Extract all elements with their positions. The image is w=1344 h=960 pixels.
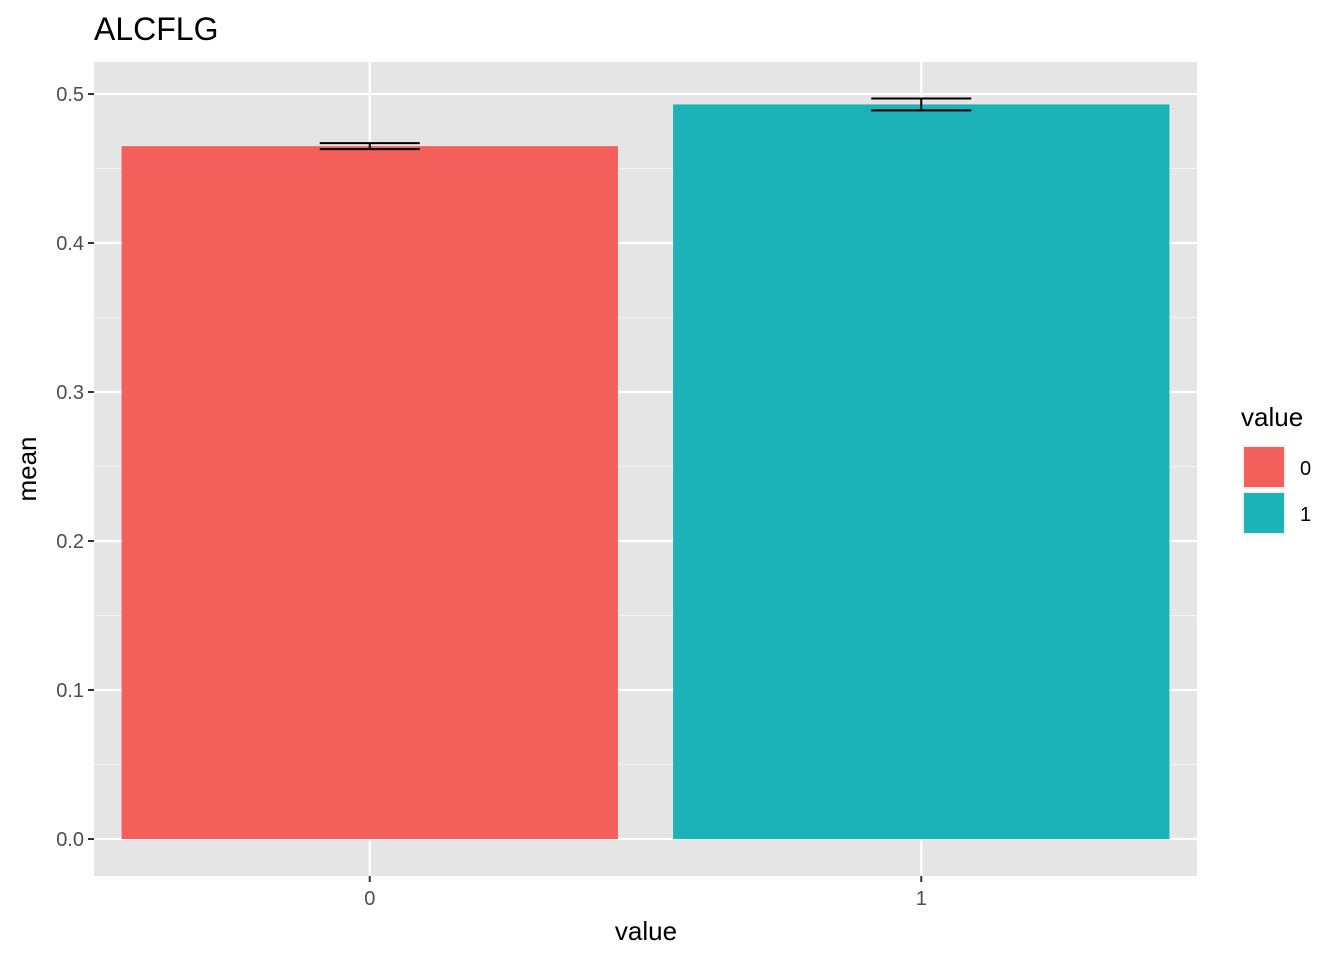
legend-swatch-0 (1244, 447, 1284, 487)
y-tick-label: 0.3 (56, 382, 84, 404)
y-tick-label: 0.2 (56, 531, 84, 553)
y-axis: 0.0 0.1 0.2 0.3 0.4 0.5 (56, 84, 94, 851)
legend-label: 0 (1300, 458, 1311, 480)
bar-1 (673, 104, 1170, 840)
legend-swatch-1 (1244, 493, 1284, 533)
chart-title: ALCFLG (94, 11, 218, 47)
bars (121, 104, 1170, 840)
x-tick-label: 1 (916, 888, 927, 910)
y-tick-label: 0.4 (56, 233, 84, 255)
x-axis-title: value (615, 916, 677, 946)
legend-title: value (1241, 402, 1303, 432)
y-tick-label: 0.5 (56, 84, 84, 106)
bar-0 (121, 146, 618, 839)
error-bars (319, 97, 972, 151)
legend: value 0 1 (1241, 402, 1311, 535)
legend-label: 1 (1300, 504, 1311, 526)
y-tick-label: 0.0 (56, 829, 84, 851)
y-tick-label: 0.1 (56, 680, 84, 702)
y-axis-title: mean (12, 436, 42, 501)
x-tick-label: 0 (364, 888, 375, 910)
